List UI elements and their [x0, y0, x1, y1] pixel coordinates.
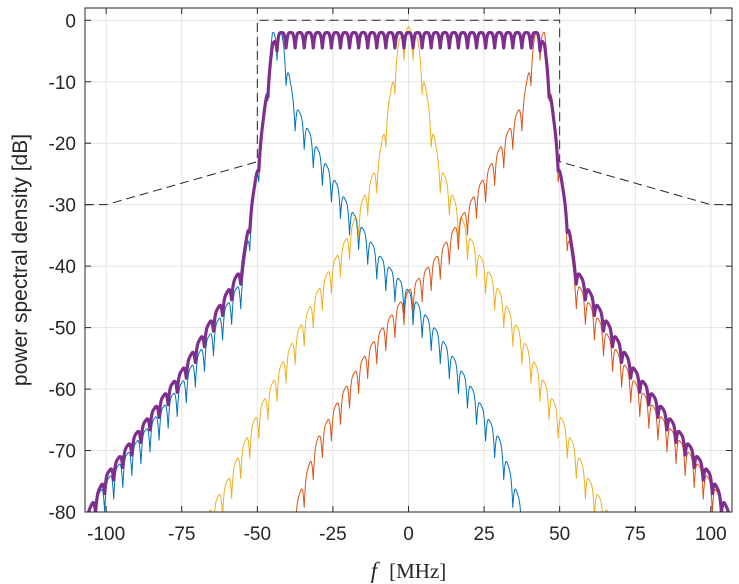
- y-axis-label: power spectral density [dB]: [9, 134, 32, 386]
- y-tick-label: -80: [49, 503, 76, 524]
- y-tick-label: -20: [49, 134, 76, 155]
- grid: [85, 8, 732, 513]
- x-tick-label: 100: [695, 524, 727, 545]
- y-tick-label: -40: [49, 257, 76, 278]
- x-tick-label: 75: [625, 524, 646, 545]
- x-tick-label: 25: [474, 524, 495, 545]
- x-axis-unit: [MHz]: [389, 559, 446, 583]
- x-ticks: -100 -75 -50 -25 0 25 50 75 100: [87, 8, 727, 545]
- y-tick-label: 0: [65, 11, 76, 32]
- y-tick-label: -60: [49, 380, 76, 401]
- mask-layer: [85, 19, 732, 206]
- y-tick-label: -50: [49, 319, 76, 340]
- y-ticks: 0 -10 -20 -30 -40 -50 -60 -70 -80: [49, 11, 732, 524]
- x-tick-label: -25: [319, 524, 346, 545]
- x-tick-label: -50: [244, 524, 271, 545]
- y-tick-label: -30: [49, 196, 76, 217]
- y-tick-label: -70: [49, 442, 76, 463]
- x-tick-label: 0: [403, 524, 414, 545]
- x-axis-symbol: f: [371, 558, 381, 583]
- x-axis-label: f [MHz]: [371, 558, 447, 583]
- series-purple-line: [87, 30, 730, 512]
- x-tick-label: -75: [168, 524, 195, 545]
- series-yellow-line: [208, 25, 609, 512]
- spectral-mask-line: [85, 19, 732, 206]
- x-tick-label: -100: [87, 524, 125, 545]
- x-tick-label: 50: [549, 524, 570, 545]
- series-layer: [87, 25, 730, 512]
- y-tick-label: -10: [49, 73, 76, 94]
